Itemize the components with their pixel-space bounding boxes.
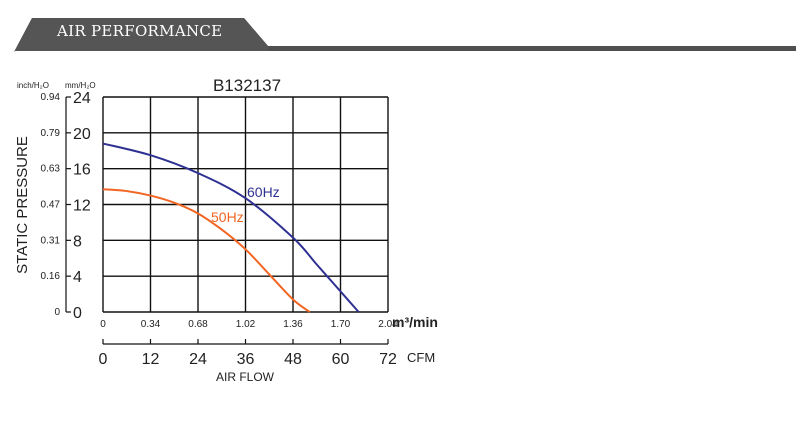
y-axis-label: STATIC PRESSURE — [14, 136, 31, 274]
y-tick-label-mm: 8 — [73, 233, 82, 250]
y-tick-label-inch: 0.79 — [41, 128, 61, 139]
x-tick-label-m3: 1.70 — [331, 319, 351, 330]
x-tick-label-cfm: 48 — [284, 351, 302, 368]
x-tick-label-m3: 1.02 — [236, 319, 256, 330]
series-line-50Hz — [102, 188, 311, 313]
x-tick-label-m3: 2.04 — [378, 319, 398, 330]
y-tick-label-mm: 4 — [73, 269, 82, 286]
x-unit-cfm: CFM — [407, 350, 435, 365]
y-tick-label-mm: 24 — [73, 90, 91, 107]
x-tick-label-m3: 0.68 — [188, 319, 208, 330]
x-unit-m3: m³/min — [392, 314, 438, 330]
x-tick-label-cfm: 12 — [142, 351, 160, 368]
y-tick-label-inch: 0.63 — [41, 164, 61, 175]
y-tick-label-mm: 20 — [73, 126, 91, 143]
x-tick-label-m3: 1.36 — [283, 319, 303, 330]
left-unit-label: inch/H₂O — [17, 81, 49, 90]
x-tick-label-m3: 0 — [100, 319, 106, 330]
y-tick-label-inch: 0 — [54, 307, 60, 318]
y-tick-label-inch: 0.31 — [41, 235, 61, 246]
x-tick-label-cfm: 72 — [379, 351, 397, 368]
x-tick-label-cfm: 60 — [332, 351, 350, 368]
x-tick-label-cfm: 36 — [237, 351, 255, 368]
y-tick-label-mm: 0 — [73, 305, 82, 322]
series-label-60Hz: 60Hz — [247, 184, 280, 200]
right-unit-label: mm/H₂O — [65, 81, 96, 90]
x-tick-label-cfm: 0 — [99, 351, 108, 368]
y-tick-label-inch: 0.94 — [41, 92, 61, 103]
x-tick-label-m3: 0.34 — [141, 319, 161, 330]
x-tick-label-cfm: 24 — [189, 351, 207, 368]
y-tick-label-inch: 0.47 — [41, 200, 61, 211]
header-title: AIR PERFORMANCE — [57, 22, 223, 40]
y-tick-label-mm: 12 — [73, 198, 91, 215]
header-tab — [14, 18, 796, 52]
x-axis-label: AIR FLOW — [216, 370, 275, 384]
series-line-60Hz — [102, 142, 360, 313]
series-label-50Hz: 50Hz — [211, 209, 244, 225]
y-tick-label-mm: 16 — [73, 162, 91, 179]
chart-title: B132137 — [213, 76, 281, 95]
y-tick-label-inch: 0.16 — [41, 271, 61, 282]
